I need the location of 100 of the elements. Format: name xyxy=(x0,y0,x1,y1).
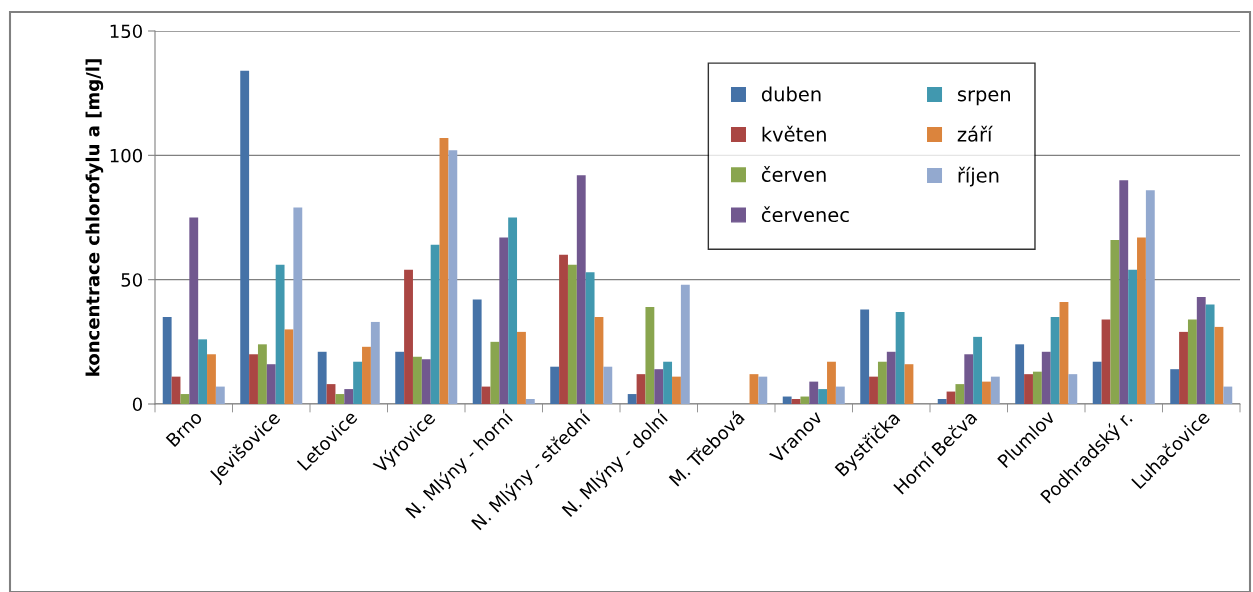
bar xyxy=(404,269,413,404)
legend-label: květen xyxy=(762,125,826,142)
bar xyxy=(326,384,336,404)
bar xyxy=(1128,269,1138,404)
bar xyxy=(886,351,896,404)
bar xyxy=(499,237,509,404)
bar xyxy=(189,217,199,404)
bar xyxy=(1068,374,1078,404)
bar xyxy=(567,264,577,404)
bar xyxy=(1137,237,1146,404)
bar xyxy=(1092,361,1102,404)
y-tick-label: 50 xyxy=(121,273,142,287)
bar xyxy=(1119,180,1129,404)
bar xyxy=(654,369,664,404)
bar xyxy=(317,351,327,404)
bar xyxy=(869,376,878,404)
bar xyxy=(421,359,431,404)
bar xyxy=(800,396,810,404)
bar xyxy=(809,381,819,404)
bar xyxy=(1187,319,1197,404)
bar xyxy=(353,361,363,404)
bar xyxy=(335,394,345,404)
bar xyxy=(973,336,983,404)
bar xyxy=(645,307,655,404)
bar xyxy=(472,299,482,404)
bar xyxy=(275,264,285,404)
bar xyxy=(215,386,225,404)
bar xyxy=(1170,369,1180,404)
bar xyxy=(266,364,276,404)
bar xyxy=(207,354,216,404)
bar xyxy=(1050,316,1060,404)
bar xyxy=(791,399,801,404)
bar xyxy=(1145,190,1155,404)
bar xyxy=(594,316,604,404)
legend-label: říjen xyxy=(958,166,999,187)
bar xyxy=(1032,371,1042,404)
bar xyxy=(395,351,405,404)
bar xyxy=(576,175,586,404)
bar xyxy=(198,339,208,404)
bar xyxy=(964,354,974,404)
bar xyxy=(1214,326,1224,404)
bar xyxy=(1101,319,1111,404)
bar xyxy=(550,366,560,404)
bar xyxy=(895,311,905,404)
bar xyxy=(937,399,947,404)
bar xyxy=(490,341,500,404)
bar xyxy=(758,376,768,404)
bar xyxy=(827,361,836,404)
bar xyxy=(818,389,828,404)
bar xyxy=(835,386,845,404)
bar xyxy=(257,344,267,404)
bar xyxy=(1041,351,1051,404)
bar xyxy=(782,396,792,404)
y-tick-label: 150 xyxy=(110,24,142,39)
bar xyxy=(1205,304,1215,404)
bar xyxy=(877,361,887,404)
bar xyxy=(448,150,458,404)
bar xyxy=(293,207,303,404)
bar xyxy=(982,381,991,404)
bar xyxy=(517,331,526,404)
bar xyxy=(430,244,440,404)
bar xyxy=(603,366,613,404)
bar xyxy=(344,389,354,404)
bar xyxy=(412,356,422,404)
legend-label: červen xyxy=(761,166,826,182)
bar xyxy=(240,70,250,404)
bar xyxy=(249,354,258,404)
bar xyxy=(1179,331,1188,404)
bar xyxy=(636,374,646,404)
y-axis-title: koncentrace chlorofylu a [mg/l] xyxy=(85,59,104,376)
bar xyxy=(1024,374,1033,404)
bar xyxy=(680,284,690,404)
bar xyxy=(1110,239,1120,404)
bar xyxy=(990,376,1000,404)
legend-label: září xyxy=(957,125,993,142)
bar xyxy=(585,272,595,404)
bar xyxy=(525,399,535,404)
y-tick-label: 0 xyxy=(132,397,142,412)
bar xyxy=(180,394,190,404)
bar xyxy=(559,254,568,404)
bar xyxy=(1223,386,1233,404)
legend-label: srpen xyxy=(957,90,1010,106)
legend-label: duben xyxy=(761,86,821,102)
bar xyxy=(749,374,759,404)
bar xyxy=(508,217,518,404)
bar xyxy=(627,394,637,404)
legend-label: červenec xyxy=(761,206,849,223)
bar xyxy=(162,316,172,404)
bar xyxy=(1196,297,1206,404)
bar xyxy=(672,376,681,404)
bar xyxy=(860,309,870,404)
bar xyxy=(362,346,371,404)
bar xyxy=(439,137,449,404)
bar xyxy=(1015,344,1025,404)
bar xyxy=(663,361,673,404)
bar xyxy=(370,321,380,404)
bar xyxy=(904,364,914,404)
bar xyxy=(1059,302,1069,404)
y-tick-label: 100 xyxy=(110,148,142,163)
bar xyxy=(284,329,294,404)
